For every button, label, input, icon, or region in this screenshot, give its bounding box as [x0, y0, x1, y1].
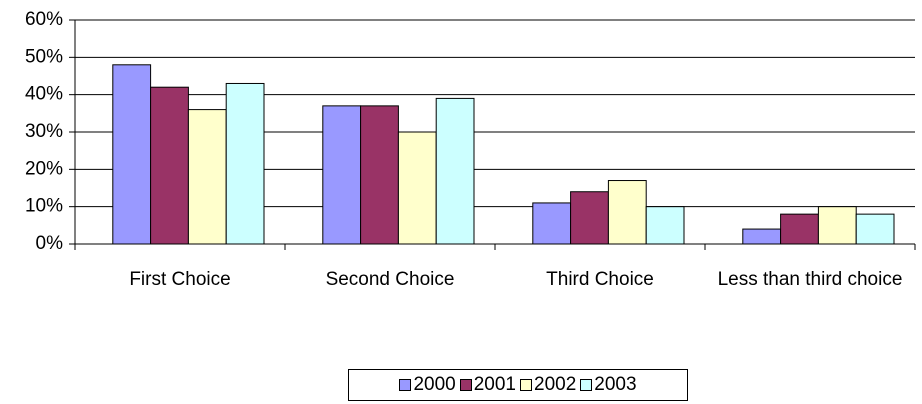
- bar: [855, 213, 895, 245]
- bar: [360, 105, 399, 245]
- bar: [397, 131, 437, 245]
- legend-item: 2000: [399, 374, 456, 396]
- x-tick-label: Second Choice: [325, 269, 455, 290]
- y-tick-label: 10%: [25, 196, 63, 217]
- legend-label: 2000: [413, 374, 456, 395]
- bar: [742, 228, 782, 245]
- bar: [322, 105, 362, 245]
- y-tick-label: 0%: [36, 233, 64, 254]
- legend-item: 2001: [459, 374, 516, 396]
- y-tick-label: 40%: [25, 84, 63, 105]
- bar: [532, 202, 572, 245]
- legend-swatch: [399, 379, 412, 391]
- y-tick-label: 30%: [25, 121, 63, 142]
- bar: [225, 82, 265, 245]
- bar: [187, 109, 227, 245]
- bar: [607, 180, 647, 245]
- bar: [150, 86, 189, 245]
- y-tick-label: 60%: [25, 9, 63, 30]
- legend-swatch: [580, 379, 593, 391]
- legend-swatch: [459, 379, 472, 391]
- legend-label: 2001: [473, 374, 516, 395]
- legend-swatch: [520, 379, 532, 391]
- legend-item: 2003: [580, 374, 637, 396]
- x-tick-label: First Choice: [129, 269, 231, 290]
- bar: [780, 213, 819, 245]
- bar: [817, 206, 857, 245]
- legend-item: 2002: [520, 374, 576, 396]
- legend-label: 2003: [594, 374, 637, 395]
- legend-label: 2002: [534, 374, 577, 395]
- bar: [570, 191, 609, 245]
- bar: [435, 97, 475, 245]
- bar: [112, 64, 152, 245]
- y-tick-label: 20%: [25, 158, 63, 179]
- legend: 2000 2001 2002 2003: [348, 369, 688, 401]
- x-tick-label: Third Choice: [546, 269, 654, 290]
- y-tick-label: 50%: [25, 46, 63, 67]
- x-tick-label: Less than third choice: [717, 269, 903, 290]
- bar: [645, 206, 685, 245]
